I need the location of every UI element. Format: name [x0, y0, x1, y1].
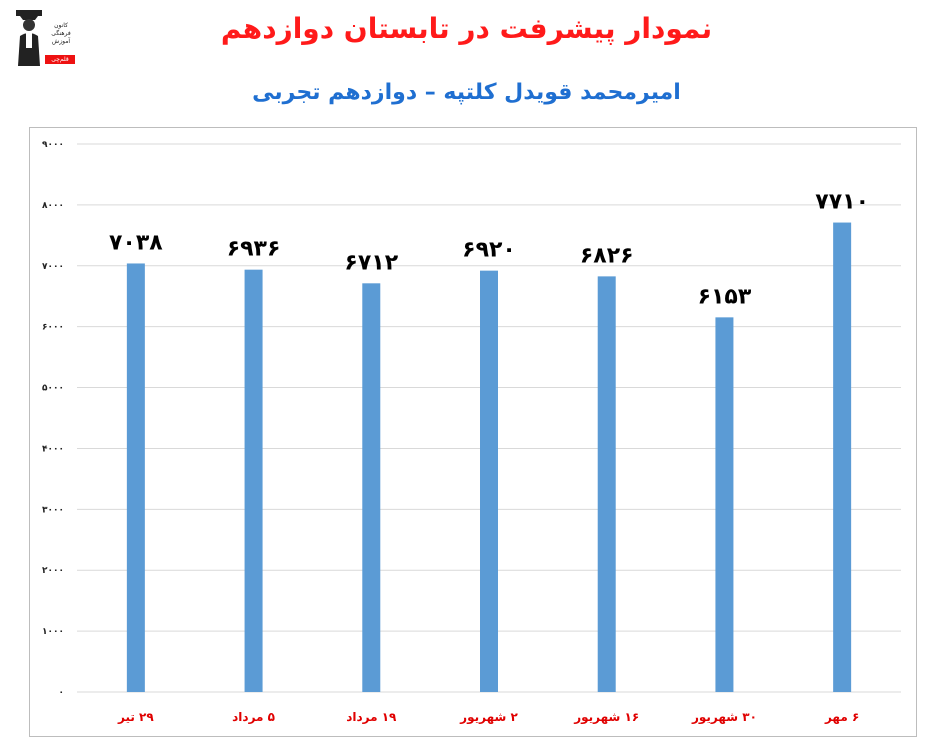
data-label: ۶۱۵۳ [698, 284, 752, 309]
y-tick-label: ۱۰۰۰ [42, 627, 64, 637]
data-label: ۶۹۳۶ [227, 237, 281, 262]
y-tick-label: ۸۰۰۰ [42, 201, 64, 211]
y-tick-label: ۰ [59, 688, 65, 698]
logo-tag: قلم‌چی [45, 55, 75, 64]
bar [126, 263, 145, 692]
data-label: ۶۹۲۰ [462, 238, 516, 263]
y-tick-label: ۷۰۰۰ [42, 262, 64, 272]
chart-title: نمودار پیشرفت در تابستان دوازدهم [220, 12, 713, 45]
x-tick-label: ۱۹ مرداد [346, 710, 397, 724]
graduate-icon [16, 10, 42, 66]
data-label: ۶۸۲۶ [580, 243, 634, 268]
bar [362, 283, 381, 692]
data-label: ۶۷۱۲ [344, 250, 398, 275]
bar [244, 269, 263, 692]
logo: کانون فرهنگی آموزش قلم‌چی [14, 6, 76, 68]
y-tick-label: ۵۰۰۰ [42, 384, 64, 394]
y-tick-label: ۶۰۰۰ [42, 323, 64, 333]
x-tick-label: ۵ مرداد [232, 710, 275, 724]
bar [480, 270, 498, 692]
y-tick-label: ۴۰۰۰ [42, 444, 64, 454]
bar [597, 276, 616, 692]
data-label: ۷۷۱۰ [815, 190, 869, 215]
y-tick-label: ۲۰۰۰ [42, 566, 64, 576]
x-tick-label: ۲۹ تیر [117, 710, 154, 724]
x-tick-label: ۳۰ شهریور [691, 710, 757, 725]
bar [715, 317, 734, 692]
data-label: ۷۰۳۸ [109, 230, 163, 255]
x-tick-label: ۶ مهر [824, 710, 859, 724]
logo-text: کانون فرهنگی آموزش [51, 22, 71, 45]
bar [833, 222, 852, 692]
chart-subtitle: امیرمحمد قویدل کلتپه – دوازدهم تجربی [252, 80, 681, 105]
x-tick-label: ۲ شهریور [459, 710, 518, 725]
x-tick-label: ۱۶ شهریور [573, 710, 639, 725]
y-tick-label: ۳۰۰۰ [42, 505, 64, 515]
chart-area [29, 127, 917, 737]
y-tick-label: ۹۰۰۰ [42, 140, 64, 150]
